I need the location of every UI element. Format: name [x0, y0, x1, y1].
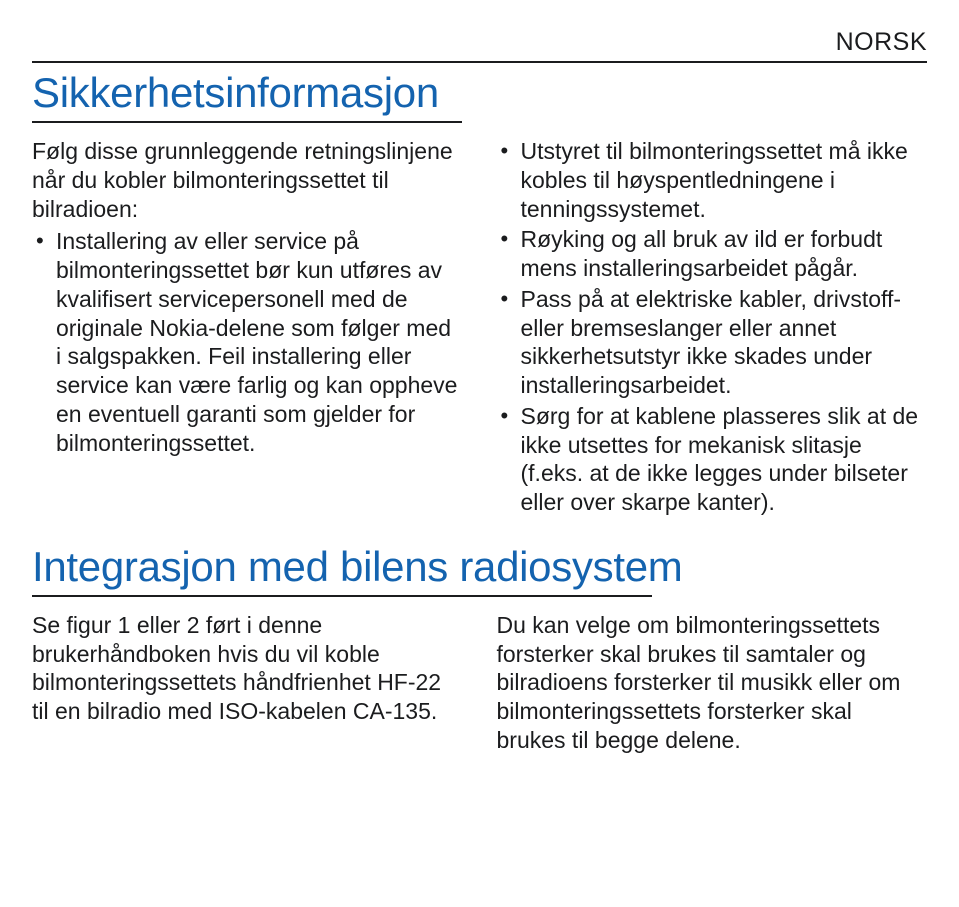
section2-rule [32, 595, 652, 597]
section2-left-para: Se figur 1 eller 2 ført i denne brukerhå… [32, 611, 463, 726]
section2-heading: Integrasjon med bilens radiosystem [32, 543, 927, 591]
section1-rule [32, 121, 462, 123]
section1-intro: Følg disse grunnleggende retningslinjene… [32, 137, 463, 223]
list-item: Utstyret til bilmonteringssettet må ikke… [497, 137, 928, 223]
section1-left-col: Følg disse grunnleggende retningslinjene… [32, 137, 463, 519]
list-item: Pass på at elektriske kabler, drivstoff-… [497, 285, 928, 400]
list-item: Sørg for at kablene plasseres slik at de… [497, 402, 928, 517]
section1-columns: Følg disse grunnleggende retningslinjene… [32, 137, 927, 519]
section2-columns: Se figur 1 eller 2 ført i denne brukerhå… [32, 611, 927, 755]
section1-heading: Sikkerhetsinformasjon [32, 69, 927, 117]
top-rule [32, 61, 927, 63]
list-item: Røyking og all bruk av ild er forbudt me… [497, 225, 928, 283]
section1-right-col: Utstyret til bilmonteringssettet må ikke… [497, 137, 928, 519]
list-item: Installering av eller service på bilmont… [32, 227, 463, 457]
section1-left-bullets: Installering av eller service på bilmont… [32, 227, 463, 457]
section2-right-col: Du kan velge om bilmonteringssettets for… [497, 611, 928, 755]
language-label: NORSK [32, 28, 927, 57]
section2-left-col: Se figur 1 eller 2 ført i denne brukerhå… [32, 611, 463, 755]
section1-right-bullets: Utstyret til bilmonteringssettet må ikke… [497, 137, 928, 517]
section2-right-para: Du kan velge om bilmonteringssettets for… [497, 611, 928, 755]
